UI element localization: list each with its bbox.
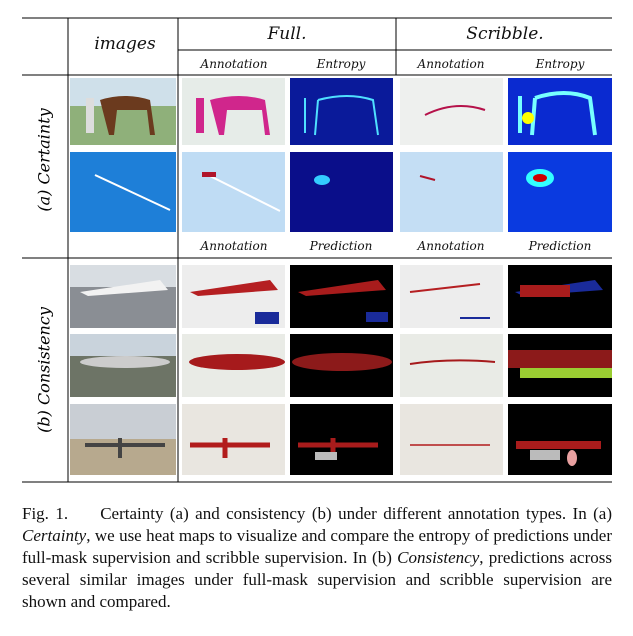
section-label: (a) Certainty — [34, 108, 54, 212]
sub-header: Annotation — [200, 57, 268, 71]
column-header: images — [94, 34, 156, 54]
image-row — [70, 78, 612, 145]
sub-header: Annotation — [417, 57, 485, 71]
image-row — [70, 334, 612, 397]
caption-text: , we use heat maps to visualize and comp… — [22, 526, 612, 567]
sub-header: Entropy — [535, 57, 585, 71]
sub-header: Prediction — [528, 239, 592, 253]
figure — [22, 17, 612, 483]
image-row — [70, 404, 612, 475]
section-label: (b) Consistency — [34, 307, 54, 433]
caption-emphasis: Certainty — [22, 526, 87, 545]
sub-header: Prediction — [309, 239, 373, 253]
caption-text: Certainty (a) and consistency (b) under … — [100, 504, 613, 523]
sub-header: Annotation — [417, 239, 485, 253]
caption-emphasis: Consistency — [397, 548, 480, 567]
image-row — [70, 265, 612, 328]
caption-text: , predictions across several similar ima… — [22, 548, 612, 611]
sub-header: Entropy — [316, 57, 366, 71]
image-row — [70, 152, 612, 232]
column-header: Full. — [267, 24, 307, 44]
caption-label: Fig. 1. — [22, 504, 69, 523]
caption: Fig. 1. Certainty (a) and consistency (b… — [22, 503, 612, 613]
table-lines — [22, 17, 612, 483]
sub-header: Annotation — [200, 239, 268, 253]
column-header: Scribble. — [466, 24, 544, 44]
